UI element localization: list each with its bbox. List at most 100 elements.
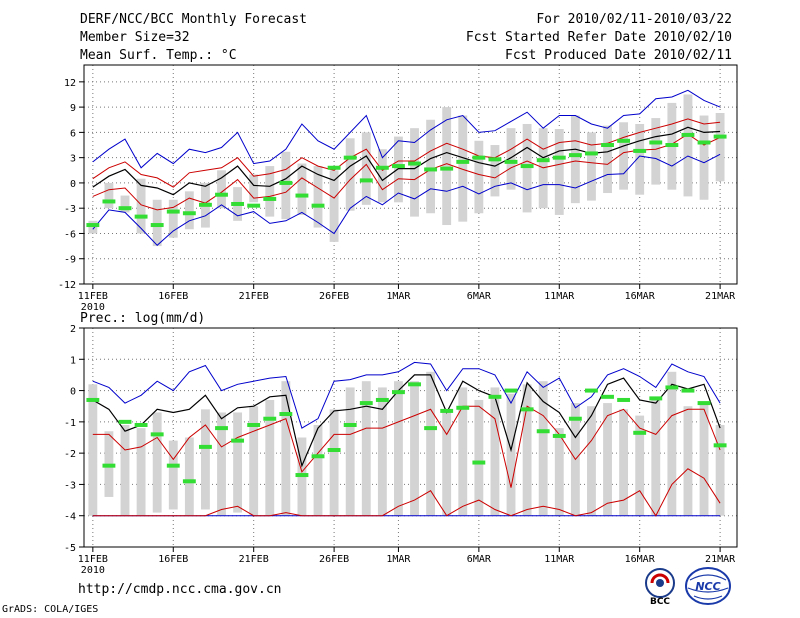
ensemble-range-bar <box>442 107 452 226</box>
ensemble-range-bar <box>410 381 419 516</box>
ensemble-range-bar <box>619 122 629 190</box>
temperature-panel: -12 -9 -6 -3 0 3 6 9 12 11FEB 16FEB 21FEB 26FEB 1MAR 6… <box>58 64 738 313</box>
series-line-p25 <box>92 468 721 517</box>
observed-marker <box>424 167 438 172</box>
ensemble-range-bar <box>442 409 452 516</box>
observed-marker <box>697 140 711 145</box>
y-tick-label: 0 <box>70 387 76 398</box>
ensemble-range-bar <box>506 393 516 516</box>
ensemble-range-bar <box>184 437 194 516</box>
observed-marker <box>295 193 309 198</box>
observed-marker <box>633 148 647 153</box>
observed-marker <box>649 140 663 145</box>
ensemble-range-bar <box>587 132 596 201</box>
ensemble-range-bar <box>377 149 387 203</box>
observed-marker <box>359 401 373 406</box>
series-line-max <box>92 89 721 169</box>
ensemble-range-bar <box>587 406 596 516</box>
forecast-produced-date: Fcst Produced Date 2010/02/11 <box>505 48 732 63</box>
observed-marker <box>295 473 309 478</box>
observed-marker <box>440 408 454 413</box>
y-tick-label: -3 <box>64 480 76 491</box>
observed-marker <box>359 178 373 183</box>
x-tick-label: 1MAR <box>386 291 411 302</box>
ensemble-range-bar <box>554 428 564 516</box>
y-tick-label: 12 <box>64 78 76 89</box>
observed-marker <box>247 422 261 427</box>
observed-marker <box>231 438 245 443</box>
observed-marker <box>231 201 245 206</box>
observed-marker <box>568 153 582 158</box>
x-tick-label: 6MAR <box>467 554 492 565</box>
ensemble-range-bar <box>345 138 355 211</box>
x-tick-label: 16MAR <box>625 291 656 302</box>
observed-marker <box>665 385 679 390</box>
website-url[interactable]: http://cmdp.ncc.cma.gov.cn <box>78 582 282 597</box>
ensemble-range-bar <box>377 387 387 516</box>
observed-marker <box>279 412 293 417</box>
ensemble-range-bar <box>683 406 693 516</box>
ensemble-range-bar <box>394 381 403 516</box>
ensemble-range-bar <box>699 115 709 200</box>
x-tick-label: 26FEB <box>319 291 349 302</box>
ensemble-range-bar <box>120 424 130 516</box>
x-tick-label: 6MAR <box>467 291 492 302</box>
ensemble-range-bar <box>538 381 548 516</box>
ensemble-range-bar <box>345 387 355 516</box>
ensemble-range-bar <box>136 428 146 516</box>
series-line-p75 <box>92 118 721 188</box>
x-tick-label: 16FEB <box>158 291 188 302</box>
x-tick-label: 11MAR <box>544 291 575 302</box>
forecast-start-date: Fcst Started Refer Date 2010/02/10 <box>465 30 732 45</box>
ensemble-range-bar <box>329 170 339 242</box>
observed-marker <box>552 155 566 160</box>
observed-marker <box>681 132 695 137</box>
observed-marker <box>166 209 180 214</box>
ensemble-range-bar <box>281 151 291 220</box>
observed-marker <box>118 206 132 211</box>
series-line-mean <box>92 126 721 196</box>
observed-marker <box>536 158 550 163</box>
observed-marker <box>102 463 116 468</box>
observed-marker <box>633 430 647 435</box>
observed-marker <box>166 463 180 468</box>
ensemble-range-bar <box>168 199 178 238</box>
observed-marker <box>150 223 164 228</box>
y-tick-label: 0 <box>70 179 76 190</box>
plot-frame <box>83 327 738 548</box>
precipitation-panel: -5 -4 -3 -2 -1 0 1 2 11FEB 16FEB 21FEB 26FEB 1MAR 6MA… <box>64 324 738 576</box>
observed-marker <box>488 157 502 162</box>
observed-marker <box>504 388 518 393</box>
ensemble-range-bar <box>297 163 307 215</box>
y-tick-label: -3 <box>64 204 76 215</box>
x-tick-year: 2010 <box>81 302 105 313</box>
ensemble-range-bar <box>201 409 210 510</box>
observed-marker <box>488 394 502 399</box>
observed-marker <box>375 165 389 170</box>
x-tick-label: 21MAR <box>705 291 736 302</box>
ensemble-range-bar <box>603 125 612 194</box>
temp-variable-label: Mean Surf. Temp.: °C <box>80 48 237 63</box>
observed-marker <box>697 401 711 406</box>
observed-marker <box>520 407 534 412</box>
plot-frame <box>83 64 738 285</box>
observed-marker <box>182 211 196 216</box>
x-tick-label: 21FEB <box>239 554 269 565</box>
observed-marker <box>182 479 196 484</box>
forecast-period: For 2010/02/11-2010/03/22 <box>536 12 732 27</box>
y-tick-label: -4 <box>64 512 76 523</box>
observed-marker <box>520 164 534 169</box>
observed-marker <box>472 460 486 465</box>
ensemble-range-bar <box>490 387 500 516</box>
ensemble-range-bar <box>522 384 532 516</box>
ensemble-range-bar <box>458 115 468 222</box>
x-tick-label: 16FEB <box>158 554 188 565</box>
ensemble-range-bar <box>249 174 259 203</box>
ensemble-range-bar <box>394 136 403 203</box>
observed-marker <box>585 151 598 156</box>
ensemble-range-bar <box>265 166 275 217</box>
observed-marker <box>134 422 148 427</box>
ensemble-range-bar <box>506 128 516 190</box>
observed-marker <box>327 165 341 170</box>
ensemble-range-bar <box>570 115 580 204</box>
